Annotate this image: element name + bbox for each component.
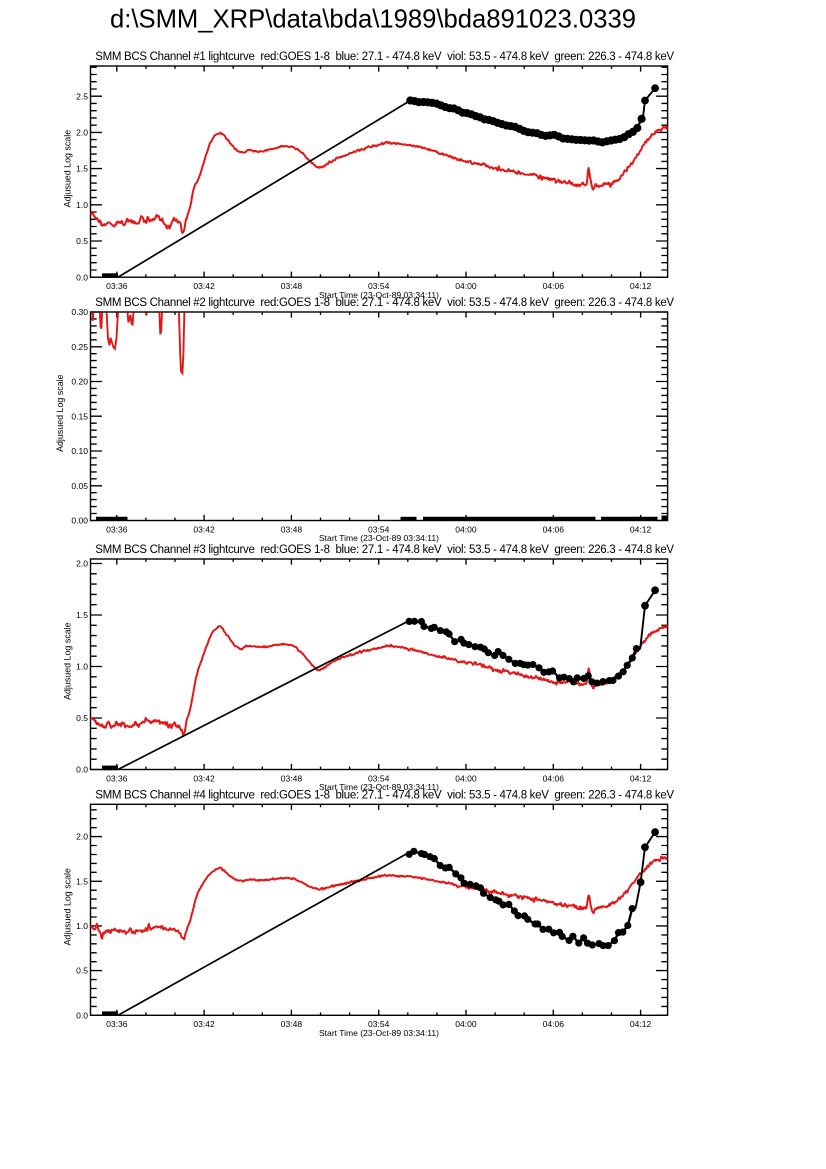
svg-text:Start Time (23-Oct-89 03:34:11: Start Time (23-Oct-89 03:34:11) [319, 1028, 439, 1038]
svg-text:0.0: 0.0 [76, 1010, 88, 1020]
svg-text:1.5: 1.5 [76, 610, 88, 620]
svg-text:03:48: 03:48 [281, 773, 303, 783]
svg-text:SMM BCS Channel #2 lightcurve: SMM BCS Channel #2 lightcurve red:GOES 1… [95, 297, 674, 309]
svg-text:2.5: 2.5 [76, 91, 88, 101]
svg-text:04:12: 04:12 [630, 524, 652, 534]
svg-text:03:36: 03:36 [106, 773, 128, 783]
svg-text:0.5: 0.5 [76, 713, 88, 723]
svg-text:0.5: 0.5 [76, 966, 88, 976]
svg-text:Adjusued Log scale: Adjusued Log scale [63, 622, 73, 700]
svg-text:2.0: 2.0 [76, 128, 88, 138]
svg-text:0.15: 0.15 [71, 411, 88, 421]
svg-text:0.25: 0.25 [71, 342, 88, 352]
svg-text:0.30: 0.30 [71, 307, 88, 317]
svg-text:1.0: 1.0 [76, 921, 88, 931]
svg-text:04:00: 04:00 [455, 1019, 477, 1029]
svg-text:04:12: 04:12 [630, 1019, 652, 1029]
svg-text:1.5: 1.5 [76, 164, 88, 174]
svg-text:04:12: 04:12 [630, 773, 652, 783]
svg-text:0.10: 0.10 [71, 446, 88, 456]
svg-text:04:00: 04:00 [455, 281, 477, 291]
svg-text:SMM BCS Channel #1 lightcurve: SMM BCS Channel #1 lightcurve red:GOES 1… [95, 51, 674, 63]
svg-text:04:06: 04:06 [543, 1019, 565, 1029]
svg-text:0.0: 0.0 [76, 272, 88, 282]
svg-text:03:36: 03:36 [106, 281, 128, 291]
svg-text:Adjusued Log scale: Adjusued Log scale [63, 130, 73, 208]
svg-text:04:06: 04:06 [543, 281, 565, 291]
svg-text:03:36: 03:36 [106, 524, 128, 534]
svg-text:Start Time (23-Oct-89 03:34:11: Start Time (23-Oct-89 03:34:11) [319, 533, 439, 543]
svg-text:03:42: 03:42 [193, 1019, 215, 1029]
svg-text:03:54: 03:54 [368, 281, 390, 291]
svg-text:Start Time (23-Oct-89 03:34:11: Start Time (23-Oct-89 03:34:11) [319, 290, 439, 300]
svg-text:d:\SMM_XRP\data\bda\1989\bda89: d:\SMM_XRP\data\bda\1989\bda891023.0339 [110, 5, 636, 33]
svg-text:04:06: 04:06 [543, 524, 565, 534]
svg-text:0.20: 0.20 [71, 377, 88, 387]
svg-text:03:42: 03:42 [193, 524, 215, 534]
svg-text:0.0: 0.0 [76, 765, 88, 775]
svg-text:Start Time (23-Oct-89 03:34:11: Start Time (23-Oct-89 03:34:11) [319, 782, 439, 792]
svg-text:04:00: 04:00 [455, 773, 477, 783]
svg-text:2.0: 2.0 [76, 832, 88, 842]
svg-text:03:54: 03:54 [368, 524, 390, 534]
svg-text:SMM BCS Channel #3 lightcurve: SMM BCS Channel #3 lightcurve red:GOES 1… [95, 544, 674, 556]
svg-text:SMM BCS Channel #4 lightcurve: SMM BCS Channel #4 lightcurve red:GOES 1… [95, 789, 674, 801]
svg-text:0.5: 0.5 [76, 236, 88, 246]
svg-text:1.0: 1.0 [76, 662, 88, 672]
svg-text:0.00: 0.00 [71, 516, 88, 526]
svg-text:04:00: 04:00 [455, 524, 477, 534]
svg-text:03:54: 03:54 [368, 1019, 390, 1029]
svg-text:03:42: 03:42 [193, 773, 215, 783]
svg-text:03:48: 03:48 [281, 1019, 303, 1029]
svg-text:03:42: 03:42 [193, 281, 215, 291]
svg-text:1.5: 1.5 [76, 876, 88, 886]
svg-text:1.0: 1.0 [76, 200, 88, 210]
svg-text:Adjusued Log scale: Adjusued Log scale [55, 374, 65, 452]
svg-text:04:06: 04:06 [543, 773, 565, 783]
svg-text:03:48: 03:48 [281, 524, 303, 534]
svg-text:0.05: 0.05 [71, 481, 88, 491]
svg-text:03:48: 03:48 [281, 281, 303, 291]
svg-text:04:12: 04:12 [630, 281, 652, 291]
svg-text:03:54: 03:54 [368, 773, 390, 783]
svg-text:03:36: 03:36 [106, 1019, 128, 1029]
svg-text:2.0: 2.0 [76, 559, 88, 569]
svg-text:Adjusued Log scale: Adjusued Log scale [63, 868, 73, 946]
